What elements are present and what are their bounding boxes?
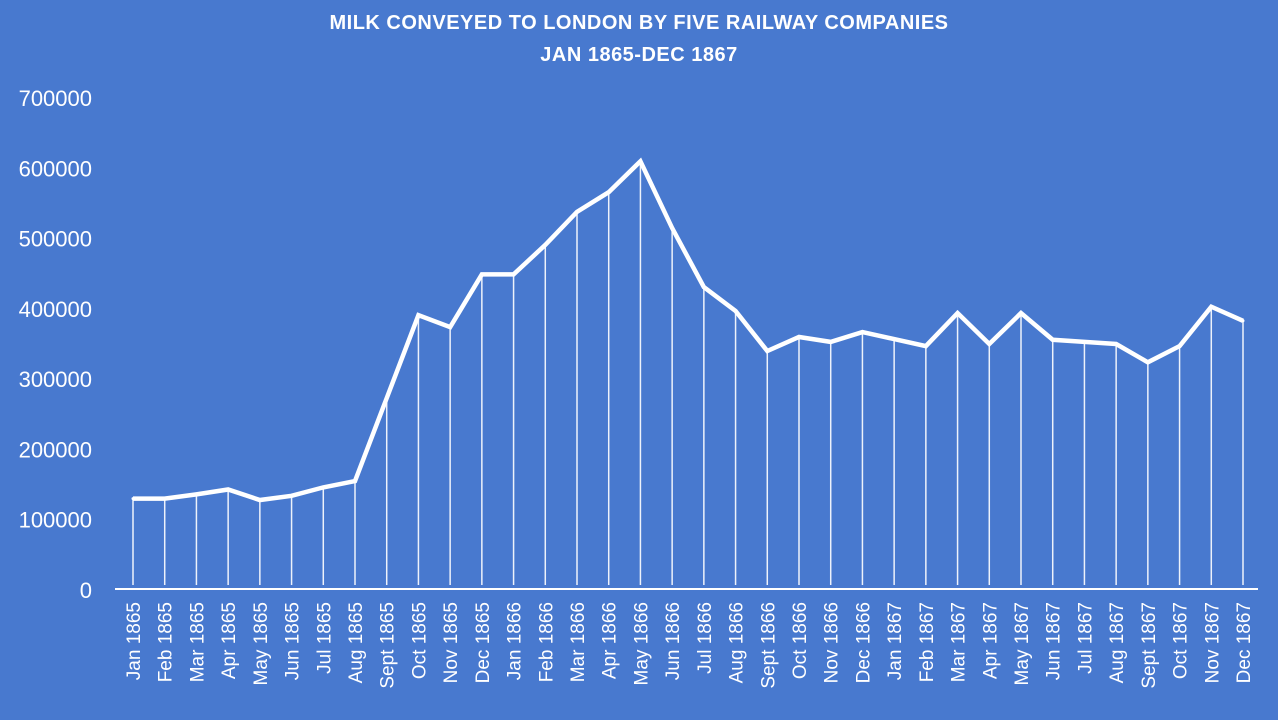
data-point [1051, 338, 1055, 342]
x-tick-label: Jan 1867 [885, 602, 906, 680]
data-point [385, 396, 389, 400]
data-point [860, 330, 864, 334]
x-tick-label: Apr 1866 [600, 602, 621, 679]
y-tick-label: 0 [80, 578, 92, 603]
data-point [575, 210, 579, 214]
series-line [133, 157, 1244, 503]
x-tick-label: Jun 1866 [663, 602, 684, 680]
data-point [765, 349, 769, 353]
x-tick-label: May 1867 [1012, 602, 1033, 685]
x-tick-label: Feb 1865 [156, 602, 177, 682]
data-point [829, 340, 833, 344]
x-tick-label: Oct 1865 [409, 602, 430, 679]
data-point [226, 487, 230, 491]
x-tick-label: Apr 1867 [980, 602, 1001, 679]
data-point [638, 159, 642, 163]
x-tick-label: Nov 1866 [822, 602, 843, 683]
x-tick-label: May 1865 [251, 602, 272, 685]
data-point [892, 337, 896, 341]
data-point [734, 309, 738, 313]
data-point [258, 498, 262, 502]
x-tick-label: Mar 1865 [187, 602, 208, 682]
data-point [956, 311, 960, 315]
x-tick-label: Dec 1865 [473, 602, 494, 683]
x-tick-label: Jul 1866 [695, 602, 716, 674]
x-tick-label: Aug 1867 [1107, 602, 1128, 683]
data-point [512, 272, 516, 276]
x-tick-label: Sept 1865 [378, 602, 399, 689]
data-point [1146, 360, 1150, 364]
x-tick-label: Jun 1867 [1044, 602, 1065, 680]
x-tick-label: Dec 1867 [1234, 602, 1255, 683]
data-point [1082, 340, 1086, 344]
y-tick-label: 700000 [19, 86, 92, 111]
x-tick-label: Jun 1865 [283, 602, 304, 680]
data-point [1178, 344, 1182, 348]
data-point [480, 272, 484, 276]
data-point [702, 285, 706, 289]
data-point [131, 497, 135, 501]
chart-subtitle: JAN 1865-DEC 1867 [540, 44, 738, 66]
x-tick-label: Jan 1866 [505, 602, 526, 680]
data-point [670, 226, 674, 230]
x-tick-label: May 1866 [631, 602, 652, 685]
chart-title: MILK CONVEYED TO LONDON BY FIVE RAILWAY … [329, 12, 949, 34]
x-tick-label: Apr 1865 [219, 602, 240, 679]
data-point [1019, 311, 1023, 315]
data-point [163, 497, 167, 501]
x-tick-label: Dec 1866 [853, 602, 874, 683]
data-point [797, 335, 801, 339]
y-tick-label: 300000 [19, 367, 92, 392]
data-point [1209, 305, 1213, 309]
data-point [1114, 342, 1118, 346]
y-tick-label: 600000 [19, 156, 92, 181]
data-point [194, 492, 198, 496]
x-tick-label: Sept 1867 [1139, 602, 1160, 689]
x-tick-label: Oct 1866 [790, 602, 811, 679]
data-point [543, 243, 547, 247]
data-point [448, 325, 452, 329]
x-tick-label: Oct 1867 [1171, 602, 1192, 679]
y-tick-label: 400000 [19, 297, 92, 322]
data-point [987, 342, 991, 346]
x-tick-label: Jul 1865 [314, 602, 335, 674]
y-tick-label: 100000 [19, 508, 92, 533]
x-tick-label: Nov 1867 [1202, 602, 1223, 683]
data-point [1241, 319, 1245, 323]
x-tick-label: Feb 1866 [536, 602, 557, 682]
data-point [924, 344, 928, 348]
x-tick-label: Mar 1866 [568, 602, 589, 682]
data-point [290, 494, 294, 498]
x-tick-label: Mar 1867 [949, 602, 970, 682]
x-tick-label: Feb 1867 [917, 602, 938, 682]
x-tick-label: Aug 1866 [727, 602, 748, 683]
x-tick-label: Aug 1865 [346, 602, 367, 683]
x-tick-label: Nov 1865 [441, 602, 462, 683]
y-tick-label: 500000 [19, 227, 92, 252]
data-point [416, 313, 420, 317]
x-tick-label: Sept 1866 [758, 602, 779, 689]
x-tick-label: Jul 1867 [1075, 602, 1096, 674]
data-point [353, 479, 357, 483]
x-tick-label: Jan 1865 [124, 602, 145, 680]
y-tick-label: 200000 [19, 437, 92, 462]
data-point [607, 190, 611, 194]
data-point [321, 485, 325, 489]
